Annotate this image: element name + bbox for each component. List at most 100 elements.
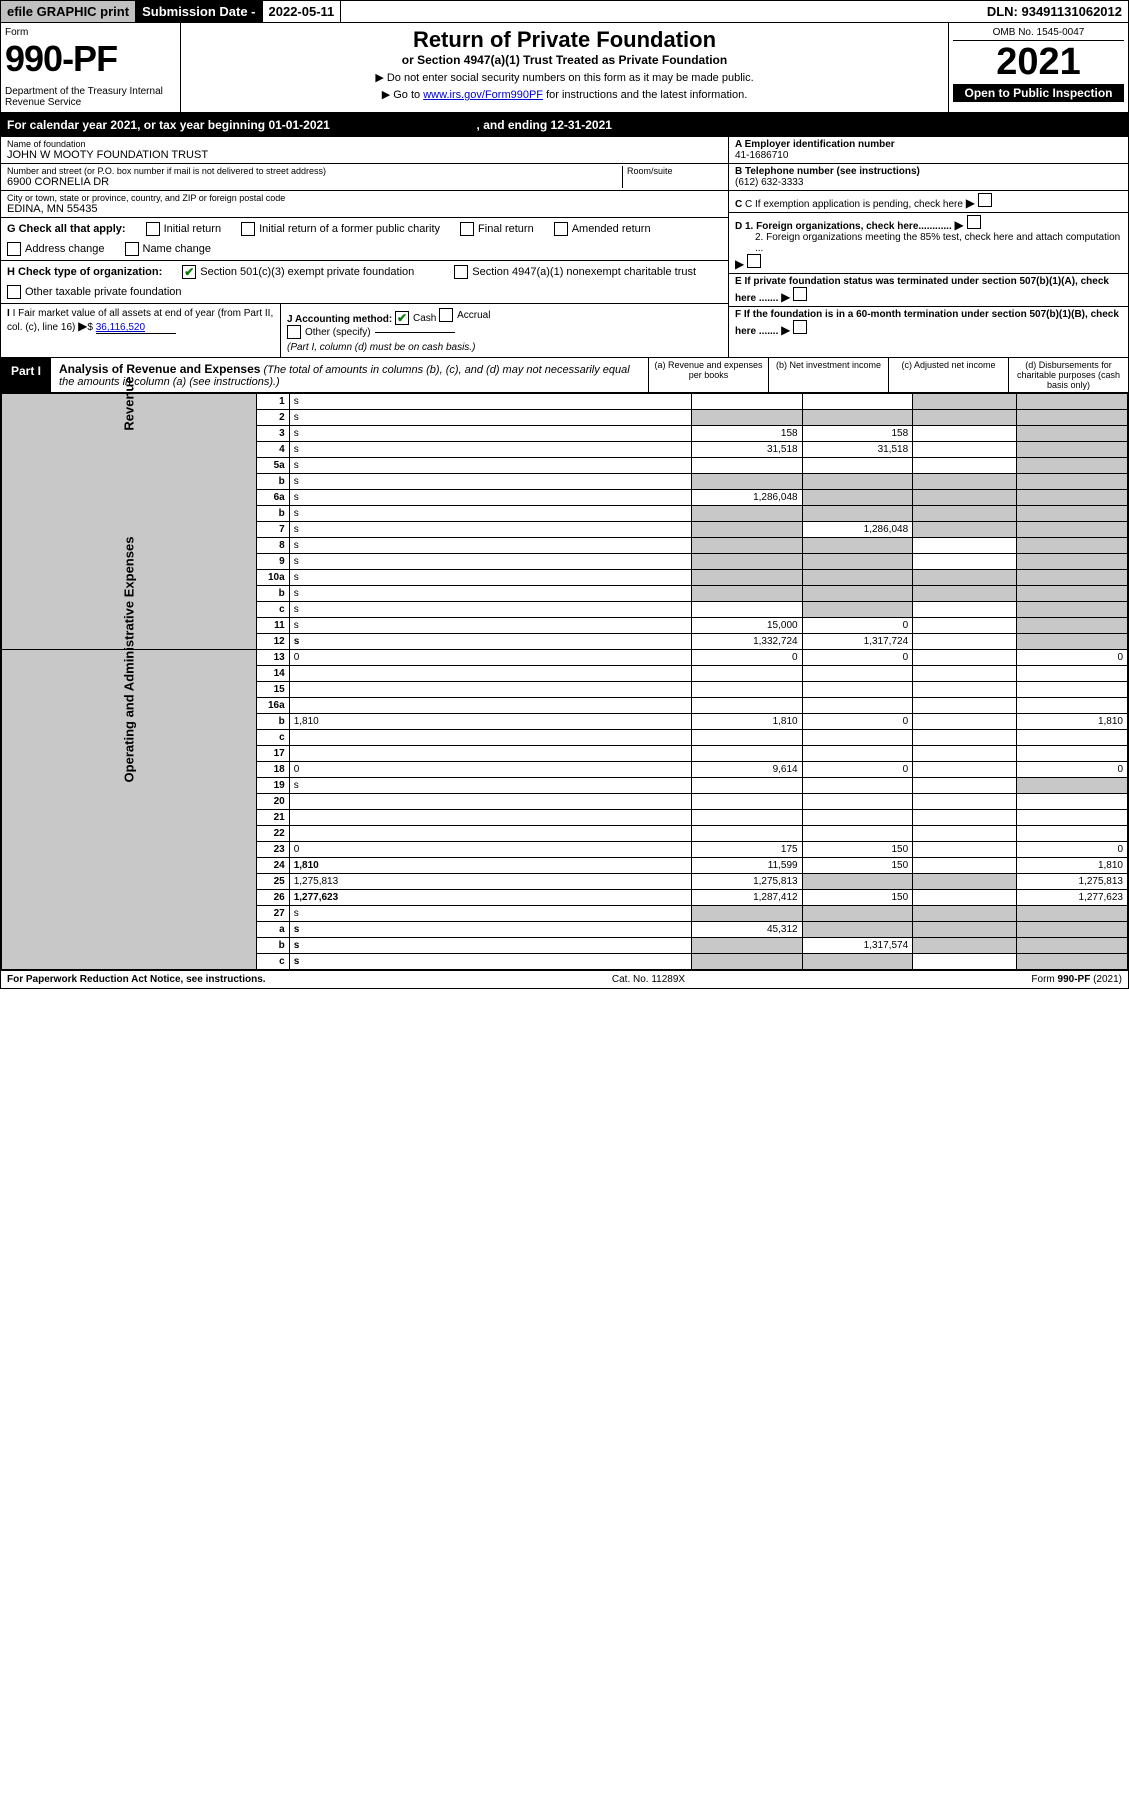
amount-cell: 158 — [802, 426, 913, 442]
amount-cell — [1017, 458, 1128, 474]
check-cash[interactable]: ✔Cash — [395, 311, 436, 325]
line-description: s — [289, 410, 691, 426]
line-number: 20 — [256, 794, 289, 810]
amount-cell: 1,810 — [1017, 858, 1128, 874]
address-cell: Number and street (or P.O. box number if… — [1, 164, 728, 191]
amount-cell: 1,810 — [692, 714, 803, 730]
f-check-cell: F If the foundation is in a 60-month ter… — [729, 307, 1128, 339]
amount-cell — [692, 938, 803, 954]
amount-cell — [1017, 410, 1128, 426]
amount-cell — [913, 794, 1017, 810]
line-description: 1,810 — [289, 858, 691, 874]
check-name-change[interactable]: Name change — [125, 242, 212, 256]
line-description — [289, 682, 691, 698]
amount-cell: 9,614 — [692, 762, 803, 778]
line-number: 27 — [256, 906, 289, 922]
amount-cell: 31,518 — [802, 442, 913, 458]
check-amended[interactable]: Amended return — [554, 222, 651, 236]
check-d1[interactable] — [967, 215, 981, 229]
amount-cell — [913, 714, 1017, 730]
amount-cell — [802, 538, 913, 554]
amount-cell — [1017, 602, 1128, 618]
amount-cell — [913, 874, 1017, 890]
check-initial-return[interactable]: Initial return — [146, 222, 221, 236]
line-description: s — [289, 442, 691, 458]
amount-cell — [692, 698, 803, 714]
footer-right: Form 990-PF (2021) — [1031, 974, 1122, 985]
amount-cell: 0 — [802, 714, 913, 730]
submission-date-label: Submission Date - — [136, 1, 262, 22]
line-number: 4 — [256, 442, 289, 458]
check-accrual[interactable]: Accrual — [439, 308, 490, 322]
amount-cell — [913, 538, 1017, 554]
amount-cell — [1017, 810, 1128, 826]
line-description: s — [289, 570, 691, 586]
amount-cell — [913, 474, 1017, 490]
amount-cell — [1017, 394, 1128, 410]
amount-cell — [913, 410, 1017, 426]
amount-cell — [913, 810, 1017, 826]
amount-cell — [692, 730, 803, 746]
col-c-header: (c) Adjusted net income — [888, 358, 1008, 392]
amount-cell — [802, 394, 913, 410]
check-other-taxable[interactable]: Other taxable private foundation — [7, 285, 182, 299]
line-description: s — [289, 954, 691, 970]
amount-cell — [913, 394, 1017, 410]
line-number: 21 — [256, 810, 289, 826]
line-description — [289, 730, 691, 746]
page: efile GRAPHIC print Submission Date - 20… — [0, 0, 1129, 989]
line-description: 0 — [289, 650, 691, 666]
form-label: Form — [5, 27, 176, 38]
line-description: s — [289, 554, 691, 570]
line-number: 14 — [256, 666, 289, 682]
check-e[interactable] — [793, 287, 807, 301]
line-description — [289, 826, 691, 842]
amount-cell — [913, 650, 1017, 666]
ein-cell: A Employer identification number 41-1686… — [729, 137, 1128, 164]
g-check-row: G Check all that apply: Initial return I… — [1, 218, 728, 261]
amount-cell — [692, 394, 803, 410]
check-initial-former[interactable]: Initial return of a former public charit… — [241, 222, 440, 236]
instructions-link[interactable]: www.irs.gov/Form990PF — [423, 89, 543, 101]
amount-cell — [1017, 826, 1128, 842]
id-right: A Employer identification number 41-1686… — [728, 137, 1128, 357]
amount-cell: 15,000 — [692, 618, 803, 634]
amount-cell — [1017, 666, 1128, 682]
check-c[interactable] — [978, 193, 992, 207]
check-address-change[interactable]: Address change — [7, 242, 105, 256]
amount-cell: 1,275,813 — [692, 874, 803, 890]
amount-cell — [913, 490, 1017, 506]
c-check-cell: C C If exemption application is pending,… — [729, 191, 1128, 213]
line-number: b — [256, 938, 289, 954]
line-description: 1,277,623 — [289, 890, 691, 906]
col-d-header: (d) Disbursements for charitable purpose… — [1008, 358, 1128, 392]
check-final-return[interactable]: Final return — [460, 222, 534, 236]
line-number: 23 — [256, 842, 289, 858]
line-number: c — [256, 602, 289, 618]
check-d2[interactable] — [747, 254, 761, 268]
amount-cell — [692, 810, 803, 826]
amount-cell — [802, 954, 913, 970]
ein: 41-1686710 — [735, 150, 788, 161]
amount-cell — [802, 554, 913, 570]
amount-cell — [692, 826, 803, 842]
check-501c3[interactable]: ✔Section 501(c)(3) exempt private founda… — [182, 265, 414, 279]
check-other-method[interactable]: Other (specify) — [287, 325, 455, 339]
amount-cell — [913, 634, 1017, 650]
line-number: c — [256, 730, 289, 746]
amount-cell — [802, 874, 913, 890]
amount-cell — [1017, 682, 1128, 698]
identification-section: Name of foundation JOHN W MOOTY FOUNDATI… — [1, 137, 1128, 358]
amount-cell — [802, 906, 913, 922]
amount-cell — [692, 602, 803, 618]
amount-cell: 11,599 — [692, 858, 803, 874]
line-number: 1 — [256, 394, 289, 410]
col-a-header: (a) Revenue and expenses per books — [648, 358, 768, 392]
check-f[interactable] — [793, 320, 807, 334]
amount-cell: 1,275,813 — [1017, 874, 1128, 890]
line-number: c — [256, 954, 289, 970]
amount-cell: 0 — [1017, 650, 1128, 666]
amount-cell: 150 — [802, 842, 913, 858]
check-4947a1[interactable]: Section 4947(a)(1) nonexempt charitable … — [454, 265, 696, 279]
footer-mid: Cat. No. 11289X — [612, 974, 685, 985]
